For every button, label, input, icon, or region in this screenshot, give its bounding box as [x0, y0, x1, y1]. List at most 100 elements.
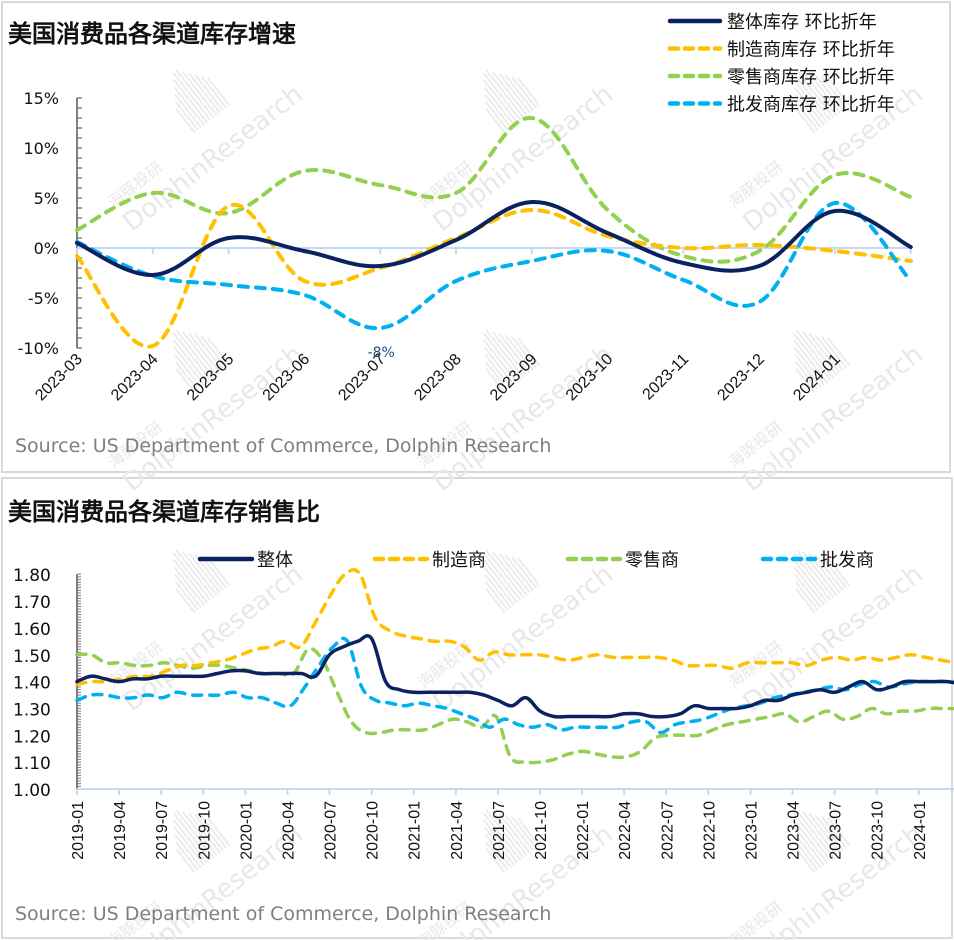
ratio-x-tick-label: 2020-07: [323, 801, 340, 860]
ratio-chart: 1.80 1.70 1.60 1.50 1.40 1.30 1.20 1.10 1.00 201…: [13, 550, 954, 860]
ratio-x-tick-label: 2019-10: [196, 801, 213, 860]
watermark-logo-bar: [173, 346, 205, 386]
watermark-logo-bar: [516, 557, 541, 587]
watermark-logo-bar: [174, 101, 199, 131]
watermark-logo-bar: [175, 549, 215, 599]
ratio-x-tick-label: 2021-04: [449, 801, 466, 860]
ratio-x-tick-label: 2022-10: [701, 801, 718, 860]
watermark-logo-bar: [802, 551, 838, 596]
growth-line-wholesaler: [75, 200, 913, 331]
watermark-logo-bar: [483, 566, 515, 606]
watermark-logo-bar: [483, 819, 519, 864]
ratio-x-tick-label: 2022-07: [659, 801, 676, 860]
watermark-logo-bar: [482, 552, 522, 601]
watermark-logo-bar: [173, 79, 209, 124]
ratio-y-tick-label: 1.40: [13, 674, 51, 694]
watermark-logo-bar: [504, 814, 534, 851]
watermark-logo-bar: [802, 811, 838, 856]
growth-x-tick-label: 2023-08: [411, 351, 465, 405]
watermark-logo-bar: [175, 809, 215, 859]
watermark-logo-bar: [485, 329, 525, 379]
watermark-logo-bar: [793, 79, 829, 124]
watermark-logo-bar: [173, 559, 209, 604]
watermark-logo-bar: [483, 79, 519, 124]
watermark-logo-bar: [794, 353, 822, 389]
ratio-x-tick-label: 2023-01: [743, 801, 760, 860]
watermark-logo-bar: [808, 552, 841, 594]
watermark-logo-bar: [484, 573, 512, 609]
watermark-logo-bar: [485, 108, 506, 134]
watermark-logo-bar: [200, 555, 227, 589]
legend-item-wholesaler: 批发商: [760, 550, 874, 571]
watermark-logo-bar: [492, 71, 528, 116]
watermark-logo-bar: [483, 339, 519, 384]
ratio-chart-title: 美国消费品各渠道库存销售比: [8, 498, 320, 526]
watermark-logo-bar: [794, 833, 822, 869]
watermark-logo-bar: [194, 334, 224, 371]
watermark-logo-bar: [794, 93, 822, 129]
watermark-logo-bar: [498, 552, 531, 594]
watermark-logo-bar: [482, 72, 522, 121]
ratio-y-tick-label: 1.30: [13, 700, 51, 720]
watermark-logo-bar: [814, 554, 844, 591]
watermark-logo-bar: [504, 74, 534, 111]
watermark-logo-bar: [793, 86, 825, 126]
watermark-logo-bar: [173, 339, 209, 384]
watermark-logo-bar: [484, 353, 512, 389]
ratio-x-tick-label: 2021-01: [407, 801, 424, 860]
legend-item-manufacturer: 制造商: [372, 550, 486, 571]
watermark-logo-bar: [808, 72, 841, 114]
watermark-logo-bar: [498, 812, 531, 854]
watermark-logo-bar: [172, 552, 212, 601]
legend-item-manufacturer: 制造商库存 环比折年: [667, 40, 895, 61]
ratio-line-manufacturer: [75, 568, 954, 687]
growth-y-tick-label: 15%: [23, 89, 59, 108]
watermark-logo-bar: [173, 86, 205, 126]
ratio-legend: 整体 制造商 零售商 批发商: [197, 550, 874, 571]
watermark-logo-bar: [175, 69, 215, 119]
growth-x-tick-label: 2023-03: [32, 351, 86, 405]
watermark-logo-bar: [174, 581, 199, 611]
watermark-logo-bar: [794, 581, 819, 611]
watermark-logo-bar: [174, 361, 199, 391]
ratio-y-tick-label: 1.80: [13, 566, 51, 586]
legend-label: 制造商库存 环比折年: [727, 40, 895, 61]
watermark-logo-bar: [793, 826, 825, 866]
watermark-logo-bar: [814, 74, 844, 111]
watermark-logo-bar: [795, 69, 835, 119]
legend-label: 零售商库存 环比折年: [727, 67, 895, 88]
watermark-logo-bar: [793, 559, 829, 604]
watermark-logo-bar: [492, 331, 528, 376]
watermark-logo-bar: [792, 552, 832, 601]
watermark-logo-bar: [173, 819, 209, 864]
ratio-y-tick-label: 1.60: [13, 620, 51, 640]
watermark-logo-bar: [826, 817, 851, 847]
watermark-logo-bar: [194, 74, 224, 111]
watermark-logo-bar: [483, 826, 515, 866]
ratio-x-tick-label: 2023-10: [870, 801, 887, 860]
watermark-logo-bar: [200, 815, 227, 849]
growth-y-tick-label: -10%: [18, 339, 59, 358]
watermark-logo-bar: [795, 588, 816, 614]
ratio-y-tick-label: 1.20: [13, 727, 51, 747]
watermark-logo-bar: [795, 329, 835, 379]
watermark-logo-bar: [484, 833, 512, 869]
watermark-logo-bar: [516, 817, 541, 847]
watermark-logo-bar: [820, 555, 847, 589]
growth-x-tick-label: 2023-12: [714, 351, 768, 405]
growth-line-retailer: [75, 115, 913, 264]
watermark-logo-bar: [172, 812, 212, 861]
growth-x-tick-label: 2023-04: [108, 351, 162, 405]
watermark-logo-bar: [826, 337, 851, 367]
ratio-x-tick-label: 2022-04: [617, 801, 634, 860]
watermark-logo-bar: [795, 108, 816, 134]
watermark-logo-bar: [174, 573, 202, 609]
watermark-logo-bar: [482, 332, 522, 381]
watermark-logo-bar: [498, 72, 531, 114]
watermark-logo-bar: [795, 549, 835, 599]
watermark-logo-bar: [808, 332, 841, 374]
watermark-logo-bar: [820, 335, 847, 369]
watermark-logo-bar: [793, 339, 829, 384]
